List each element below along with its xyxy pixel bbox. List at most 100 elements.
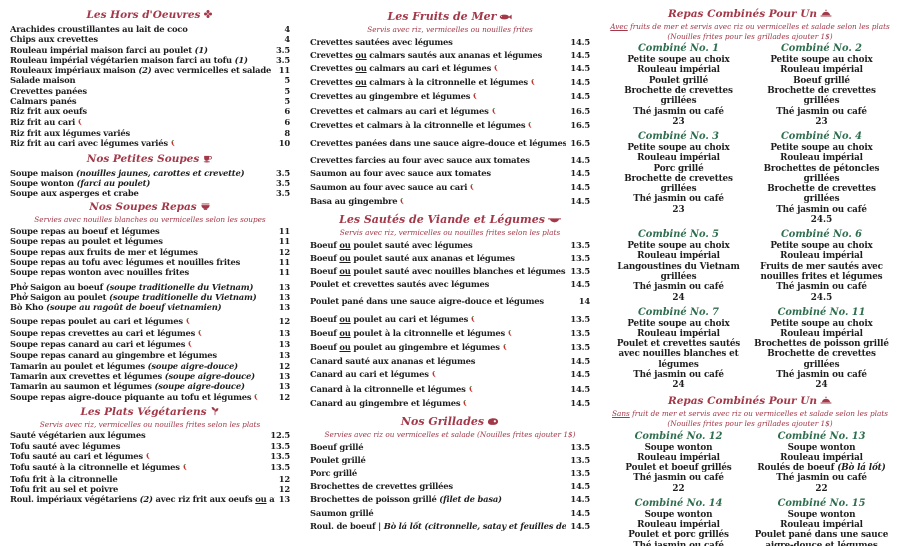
menu-item: Riz frit aux oeufs 6 — [10, 106, 290, 116]
section-title: Les Sautés de Viande et Légumes — [339, 213, 545, 227]
chili-icon — [182, 463, 188, 473]
item-name: Boeuf ou poulet sauté avec nouilles blan… — [310, 266, 566, 277]
item-name: Boeuf ou poulet sauté avec légumes — [310, 239, 473, 250]
item-name: Soupe repas au boeuf et légumes — [10, 226, 160, 237]
combo-line: Fruits de mer sautés avec nouilles frite… — [760, 261, 883, 282]
combo-price: 24 — [672, 380, 685, 391]
chili-icon — [530, 77, 536, 90]
menu-item: Soupe wonton (farci au poulet) 3.5 — [10, 178, 290, 188]
item-price: 3.5 — [276, 54, 290, 65]
item-name: Brochettes de crevettes grillées — [310, 481, 453, 492]
item-name: Crevettes sautées avec légumes — [310, 36, 453, 47]
item-price: 13.5 — [570, 239, 590, 250]
combo-price: 23 — [672, 204, 685, 215]
item-name: Crevettes et calmars au cari et légumes — [310, 105, 566, 119]
item-price: 14.5 — [570, 397, 590, 408]
item-price: 14.5 — [570, 168, 590, 179]
item-price: 14.5 — [570, 181, 590, 192]
item-price: 13 — [278, 494, 290, 505]
menu-item: Boeuf grillé 13.5 — [310, 441, 590, 454]
menu-item: Crevettes sautées avec légumes 14.5 — [310, 36, 590, 49]
combo-line: Rouleau impérial — [637, 328, 720, 339]
menu-item: Soupe repas au poulet et légumes 11 — [10, 236, 290, 246]
item-price: 11 — [278, 226, 290, 237]
combo-card: Combiné No. 11 Petite soupe au choix Roule… — [753, 306, 890, 392]
item-name: Rouleaux impériaux maison (2) avec vermi… — [10, 65, 272, 76]
menu-item: Riz frit aux légumes variés 8 — [10, 128, 290, 138]
combo-line: Brochettes de pétoncles grillées — [763, 163, 880, 184]
item-price: 13 — [278, 291, 290, 302]
menu-item: Tofu frit à la citronnelle 12 — [10, 474, 290, 484]
chili-icon — [185, 317, 191, 327]
combo-card: Combiné No. 12 Soupe wonton Rouleau impéri… — [610, 430, 747, 495]
item-price: 16.5 — [570, 105, 590, 116]
combo-card: Combiné No. 4 Petite soupe au choix Roulea… — [753, 130, 890, 226]
menu-item: Soupe repas canard au gingembre et légum… — [10, 350, 290, 360]
section-title: Les Hors d'Oeuvres — [86, 9, 201, 21]
item-name: Saumon au four avec sauce aux tomates — [310, 168, 491, 179]
item-name: Soupe repas aux fruits de mer et légumes — [10, 246, 198, 257]
item-price: 16.5 — [570, 138, 590, 149]
item-price: 4 — [284, 34, 290, 45]
item-name: Canard sauté aux ananas et légumes — [310, 356, 476, 367]
menu-item: Canard sauté aux ananas et légumes 14.5 — [310, 355, 590, 368]
item-name: Tofu sauté au cari et légumes — [10, 451, 266, 462]
item-price: 12.5 — [270, 430, 290, 441]
combo-line: Porc grillé — [653, 163, 704, 174]
menu-item: Tofu sauté avec légumes 13.5 — [10, 441, 290, 451]
platter-icon — [820, 395, 832, 409]
item-price: 14 — [578, 296, 590, 307]
combo-line: Soupe wonton — [787, 509, 856, 520]
item-name: Soupe repas poulet au cari et légumes — [10, 316, 275, 327]
combo-line: Rouleau impérial — [637, 251, 720, 262]
section-header: Les Plats Végétariens — [10, 405, 290, 420]
item-price: 13.5 — [570, 342, 590, 353]
item-price: 13.5 — [570, 266, 590, 277]
item-price: 13.5 — [270, 450, 290, 461]
combo-line: Soupe wonton — [644, 509, 713, 520]
item-name: Tofu sauté avec légumes — [10, 440, 121, 451]
combo-line: Petite soupe au choix — [770, 142, 873, 153]
menu-item: Soupe repas au boeuf et légumes 11 — [10, 226, 290, 236]
menu-item: Crevettes ou calmars au cari et légumes 1… — [310, 62, 590, 76]
combo-line: Rouleau impérial — [780, 251, 863, 262]
item-name: Crevettes et calmars à la citronnelle et… — [310, 119, 566, 133]
combo-line: Rouleau impérial — [637, 153, 720, 164]
combo-line: Thé jasmin ou café — [633, 106, 724, 117]
combo-title: Combiné No. 12 — [634, 430, 723, 442]
menu-item: Brochettes de crevettes grillées 14.5 — [310, 480, 590, 493]
item-price: 13.5 — [570, 313, 590, 324]
item-price: 14.5 — [570, 507, 590, 518]
section-header: Les Sautés de Viande et Légumes — [310, 213, 590, 228]
combo-price: 24.5 — [810, 215, 833, 226]
section-subtitle: Servis avec riz, vermicelles ou nouilles… — [39, 419, 261, 429]
combo-line: Petite soupe au choix — [770, 241, 873, 252]
combo-line: Thé jasmin ou café — [633, 473, 724, 484]
combo-card: Combiné No. 6 Petite soupe au choix Roulea… — [753, 228, 890, 303]
item-price: 13.5 — [570, 441, 590, 452]
item-name: Sauté végétarien aux légumes — [10, 430, 146, 441]
item-name: Bò Kho (soupe au ragoût de boeuf vietnam… — [10, 302, 222, 313]
menu-item: Saumon grillé 14.5 — [310, 507, 590, 520]
item-name: Soupe wonton (farci au poulet) — [10, 177, 151, 188]
combo-line: Rouleau impérial — [637, 452, 720, 463]
platter-icon — [820, 8, 832, 22]
combo-line: Thé jasmin ou café — [776, 204, 867, 215]
combo-line: Rouleau impérial — [780, 65, 863, 76]
menu-item: Riz frit au cari avec légumes variés 10 — [10, 138, 290, 149]
menu-item: Tofu frit au sel et poivre 12 — [10, 484, 290, 494]
item-name: Crevettes farcies au four avec sauce aux… — [310, 155, 530, 166]
combo-line: Rouleau impérial — [780, 328, 863, 339]
chili-icon — [507, 328, 513, 341]
combo-line: Brochette de crevettes grillées — [624, 86, 733, 107]
item-name: Porc grillé — [310, 468, 358, 479]
combo-card: Combiné No. 5 Petite soupe au choix Roulea… — [610, 228, 747, 303]
combo-line: Rouleau impérial — [780, 452, 863, 463]
item-price: 11 — [278, 256, 290, 267]
item-price: 14.5 — [570, 91, 590, 102]
menu-item: Riz frit au cari 6 — [10, 117, 290, 128]
item-price: 14.5 — [570, 494, 590, 505]
item-price: 3.5 — [276, 188, 290, 199]
combo-line: Soupe wonton — [644, 442, 713, 453]
